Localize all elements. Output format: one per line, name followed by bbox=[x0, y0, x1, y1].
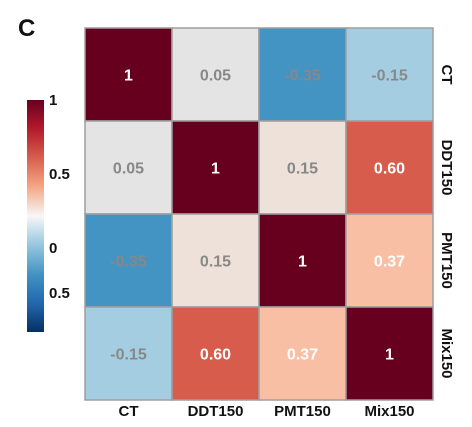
column-tick-labels: CT DDT150 PMT150 Mix150 bbox=[119, 403, 415, 420]
row-tick-label: Mix150 bbox=[438, 328, 455, 378]
cell-value-label: -0.35 bbox=[110, 254, 147, 271]
colorbar-tick-labels: 1 0.5 0 0.5 bbox=[49, 92, 70, 302]
colorbar-tick-label: 1 bbox=[49, 92, 57, 109]
heatmap-cell bbox=[171, 120, 260, 215]
row-tick-label: CT bbox=[438, 65, 455, 85]
panel-letter: C bbox=[18, 15, 35, 42]
heatmap-cells bbox=[84, 27, 434, 401]
heatmap-cell bbox=[171, 306, 260, 401]
row-tick-label: PMT150 bbox=[438, 232, 455, 289]
cell-value-label: 0.05 bbox=[200, 68, 231, 85]
colorbar bbox=[27, 100, 44, 332]
column-tick-label: DDT150 bbox=[188, 403, 244, 420]
heatmap-cell bbox=[345, 120, 434, 215]
column-tick-label: Mix150 bbox=[364, 403, 414, 420]
row-tick-labels: CT DDT150 PMT150 Mix150 bbox=[438, 65, 455, 379]
cell-value-label: 0.60 bbox=[200, 347, 231, 364]
cell-value-label: 1 bbox=[124, 68, 133, 85]
cell-value-label: -0.15 bbox=[110, 347, 147, 364]
heatmap-cell bbox=[171, 213, 260, 308]
cell-value-label: 1 bbox=[211, 161, 220, 178]
cell-value-label: 0.05 bbox=[113, 161, 144, 178]
heatmap-cell bbox=[171, 27, 260, 122]
heatmap-cell bbox=[84, 306, 173, 401]
colorbar-gradient bbox=[27, 100, 44, 332]
cell-value-label: 0.37 bbox=[374, 254, 405, 271]
cell-value-label: -0.35 bbox=[284, 68, 321, 85]
column-tick-label: PMT150 bbox=[274, 403, 331, 420]
heatmap-cell bbox=[345, 306, 434, 401]
cell-value-label: 1 bbox=[385, 347, 394, 364]
row-tick-label: DDT150 bbox=[438, 140, 455, 196]
cell-value-label: 0.37 bbox=[287, 347, 318, 364]
colorbar-tick-label: 0 bbox=[49, 240, 57, 257]
cell-value-label: 0.15 bbox=[287, 161, 318, 178]
cell-value-label: 1 bbox=[298, 254, 307, 271]
colorbar-tick-label: 0.5 bbox=[49, 166, 70, 183]
heatmap-cell bbox=[345, 27, 434, 122]
heatmap-cell bbox=[345, 213, 434, 308]
heatmap-value-labels: 1 0.05 -0.35 -0.15 0.05 1 0.15 0.60 -0.35 0.15 1 0.… bbox=[110, 68, 408, 364]
cell-value-label: 0.60 bbox=[374, 161, 405, 178]
colorbar-tick-label: 0.5 bbox=[49, 285, 70, 302]
cell-value-label: 0.15 bbox=[200, 254, 231, 271]
heatmap-cell bbox=[258, 27, 347, 122]
heatmap-cell bbox=[84, 27, 173, 122]
cell-value-label: -0.15 bbox=[371, 68, 408, 85]
column-tick-label: CT bbox=[119, 403, 139, 420]
